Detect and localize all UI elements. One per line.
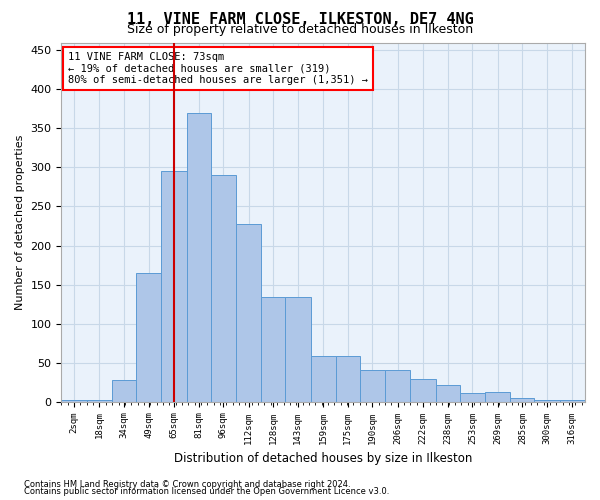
Bar [61,400,87,402]
Bar [410,379,436,402]
Bar [534,400,560,402]
Text: Size of property relative to detached houses in Ilkeston: Size of property relative to detached ho… [127,22,473,36]
Bar [485,392,511,402]
Bar [136,273,161,402]
Bar [460,393,485,402]
Bar [161,172,187,402]
Bar [436,384,460,402]
Y-axis label: Number of detached properties: Number of detached properties [15,134,25,310]
Text: Contains public sector information licensed under the Open Government Licence v3: Contains public sector information licen… [24,487,389,496]
Bar [211,175,236,402]
Bar [311,356,336,402]
X-axis label: Distribution of detached houses by size in Ilkeston: Distribution of detached houses by size … [174,452,472,465]
Bar [511,398,534,402]
Bar [359,370,385,402]
Bar [385,370,410,402]
Text: 11 VINE FARM CLOSE: 73sqm
← 19% of detached houses are smaller (319)
80% of semi: 11 VINE FARM CLOSE: 73sqm ← 19% of detac… [68,52,368,85]
Bar [336,356,359,402]
Bar [236,224,262,402]
Text: Contains HM Land Registry data © Crown copyright and database right 2024.: Contains HM Land Registry data © Crown c… [24,480,350,489]
Bar [87,400,112,402]
Bar [187,113,211,402]
Bar [112,380,136,402]
Text: 11, VINE FARM CLOSE, ILKESTON, DE7 4NG: 11, VINE FARM CLOSE, ILKESTON, DE7 4NG [127,12,473,28]
Bar [285,297,311,402]
Bar [262,297,285,402]
Bar [560,400,585,402]
